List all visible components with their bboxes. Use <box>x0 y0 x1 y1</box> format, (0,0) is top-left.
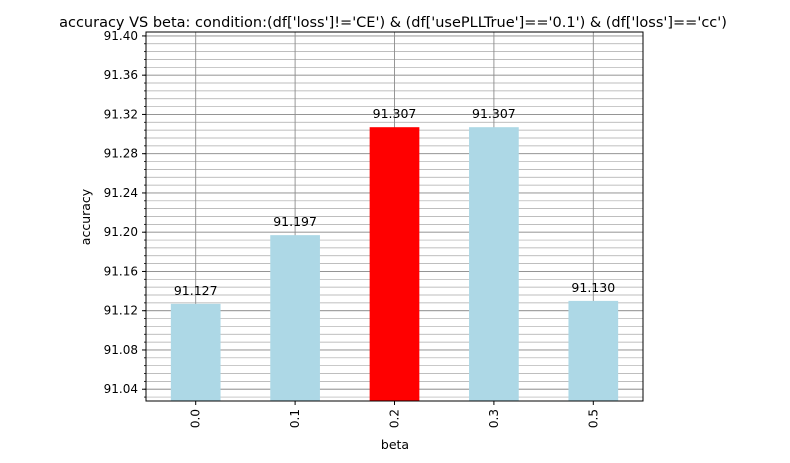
data-label: 91.197 <box>273 214 317 229</box>
x-tick-label: 0.1 <box>288 409 302 428</box>
data-labels: 91.127 91.197 91.307 91.307 91.130 <box>174 106 615 298</box>
data-label: 91.130 <box>571 280 615 295</box>
bar-0.0 <box>170 303 221 401</box>
y-axis: 91.04 91.08 91.12 91.16 91.20 91.24 91.28 91.32… <box>104 29 146 398</box>
data-label: 91.307 <box>472 106 516 121</box>
bar-0.1 <box>270 235 320 401</box>
x-axis-label: beta <box>381 437 409 452</box>
x-tick-label: 0.3 <box>487 409 501 428</box>
bar-0.3 <box>469 127 519 401</box>
y-tick-label: 91.24 <box>104 186 138 200</box>
y-tick-label: 91.04 <box>104 382 138 396</box>
bar-0.5 <box>568 300 619 401</box>
y-tick-label: 91.40 <box>104 29 138 43</box>
x-tick-label: 0.2 <box>388 409 402 428</box>
y-axis-label: accuracy <box>78 188 93 245</box>
y-tick-label: 91.28 <box>104 147 138 161</box>
bars <box>170 127 619 401</box>
y-tick-label: 91.32 <box>104 107 138 121</box>
y-tick-label: 91.16 <box>104 264 138 278</box>
x-axis: 0.0 0.1 0.2 0.3 0.5 <box>189 401 600 428</box>
data-label: 91.127 <box>174 283 218 298</box>
chart-title: accuracy VS beta: condition:(df['loss']!… <box>59 15 727 31</box>
y-tick-label: 91.36 <box>104 68 138 82</box>
y-tick-label: 91.08 <box>104 343 138 357</box>
data-label: 91.307 <box>373 106 417 121</box>
y-tick-label: 91.20 <box>104 225 138 239</box>
x-tick-label: 0.5 <box>586 409 600 428</box>
y-tick-label: 91.12 <box>104 304 138 318</box>
bar-0.2 <box>369 127 420 401</box>
x-tick-label: 0.0 <box>189 409 203 428</box>
